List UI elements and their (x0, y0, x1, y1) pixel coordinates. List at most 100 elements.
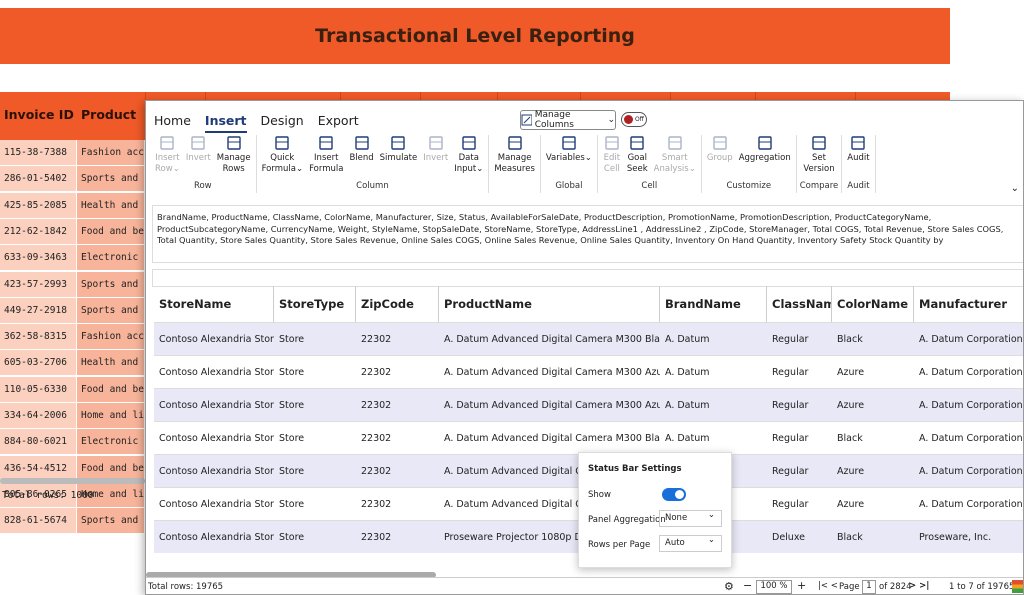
background-cell: 362-58-8315 (0, 324, 77, 350)
table-cell: Azure (837, 367, 865, 378)
ribbon-button[interactable]: Insert Formula (307, 135, 345, 175)
ribbon-button[interactable]: Blend (347, 135, 375, 175)
ribbon-button[interactable]: Audit (845, 135, 871, 164)
button-label: Aggregation (738, 153, 791, 163)
button-label: Invert (185, 153, 211, 163)
background-cell: Sports and trave (77, 271, 145, 297)
ribbon-button[interactable]: Insert Row⌄ (153, 135, 182, 175)
aggregation-label: Panel Aggregation (588, 515, 666, 525)
table-cell: Regular (772, 400, 809, 411)
scrollbar[interactable] (146, 572, 436, 578)
page-label: Page (839, 582, 860, 592)
table-cell: A. Datum Corporation (919, 499, 1023, 510)
ribbon-button[interactable]: Data Input⌄ (452, 135, 485, 175)
button-label: Seek (626, 164, 648, 174)
table-cell: Regular (772, 466, 809, 477)
rows-select[interactable]: Auto (659, 533, 722, 552)
button-label: Data (458, 153, 479, 163)
ribbon-button[interactable]: Invert (184, 135, 213, 175)
background-cell: 423-57-2993 (0, 271, 77, 297)
tab[interactable]: Export (317, 113, 359, 128)
background-cell: 334-64-2006 (0, 403, 77, 428)
settings-icon[interactable]: ⚙ (724, 580, 734, 593)
field-list: BrandName, ProductName, ClassName, Color… (152, 205, 1023, 263)
ribbon-button[interactable]: Smart Analysis⌄ (652, 135, 698, 175)
show-switch[interactable] (662, 488, 686, 501)
table-cell: A. Datum (665, 433, 710, 444)
ribbon-group: Set Version Compare (797, 135, 843, 193)
ribbon-button[interactable]: Simulate (378, 135, 420, 175)
ribbon-button[interactable]: Group (705, 135, 735, 164)
toggle[interactable]: Off (621, 112, 647, 127)
column-header[interactable]: ClassName (767, 286, 832, 322)
column-header[interactable]: ProductName (439, 286, 660, 322)
column-header[interactable]: BrandName (660, 286, 767, 322)
column-header[interactable]: StoreName (154, 286, 274, 322)
tab[interactable]: Insert (204, 113, 247, 133)
column-header[interactable]: ZipCode (356, 286, 439, 322)
ribbon-button[interactable]: Edit Cell (601, 135, 623, 175)
button-label: Group (706, 153, 733, 163)
group-label: Row (193, 181, 212, 191)
tab[interactable]: Design (260, 113, 304, 128)
table-cell: Azure (837, 400, 865, 411)
column-header[interactable]: StoreType (274, 286, 356, 322)
ribbon-button[interactable]: Set Version (801, 135, 836, 175)
table-cell: A. Datum Advanced Digital Camer (444, 466, 607, 477)
table-row: Contoso Alexandria Store Store 22302 A. Dat… (154, 421, 1023, 454)
ribbon-button[interactable]: Variables⌄ (544, 135, 594, 164)
button-label: Formula (309, 164, 344, 174)
toggle-knob (624, 115, 633, 124)
background-cell: 425-85-2085 (0, 192, 77, 218)
table-cell: Contoso Alexandria Store (159, 466, 274, 477)
manage-columns-label: Manage Columns (534, 110, 574, 130)
ribbon-button[interactable]: Invert (421, 135, 450, 175)
zoom-value[interactable]: 100 % (756, 580, 792, 594)
group-label: Audit (847, 181, 870, 191)
table-cell: Black (837, 433, 863, 444)
button-label: Simulate (379, 153, 418, 163)
background-cell: 805-86-0265 (0, 481, 77, 507)
background-cell: 436-54-4512 (0, 455, 77, 481)
ribbon-button[interactable]: Aggregation (737, 135, 793, 164)
export-icon[interactable] (1012, 580, 1023, 593)
table-cell: Store (279, 400, 305, 411)
background-cell: Fashion accesso (77, 324, 145, 350)
button-label: Formula⌄ (261, 164, 304, 174)
table-cell: 22302 (361, 334, 392, 345)
column-header[interactable]: Manufacturer (914, 286, 1023, 322)
ribbon-button[interactable]: Manage Rows (215, 135, 253, 175)
zoom-in[interactable]: + (797, 579, 807, 592)
ribbon-button[interactable]: Manage Measures (492, 135, 537, 175)
background-scrollbar[interactable] (0, 478, 145, 484)
page-input[interactable]: 1 (862, 580, 876, 594)
zoom-out[interactable]: − (743, 579, 753, 592)
background-column-header: Product (81, 107, 137, 122)
icon (521, 114, 532, 126)
ribbon-buttons: Group Aggregation (705, 135, 793, 164)
group-label: Customize (726, 181, 772, 191)
status-bar: Total rows: 19765 ⚙ − 100 % + |< < Page … (146, 577, 1023, 594)
background-cell: Electronic acce (77, 429, 145, 455)
page-prev[interactable]: |< < (818, 581, 838, 591)
tab[interactable]: Home (154, 113, 191, 128)
ribbon-collapse[interactable]: ⌄ (1010, 183, 1019, 194)
column-header[interactable]: ColorName (832, 286, 914, 322)
ribbon-button[interactable]: Quick Formula⌄ (260, 135, 306, 175)
aggregation-select[interactable]: None (659, 508, 722, 527)
button-label: Analysis⌄ (653, 164, 696, 174)
background-cell: 212-62-1842 (0, 218, 77, 244)
group-label: Global (555, 181, 583, 191)
manage-columns-button[interactable]: Manage Columns ⌄ (520, 110, 616, 130)
button-icon (562, 136, 576, 150)
page-next[interactable]: > >| (909, 581, 930, 591)
background-cell: Sports and trave (77, 297, 145, 323)
background-cell: Fashion accesso (77, 140, 145, 165)
background-cell: 633-09-3463 (0, 245, 77, 271)
ribbon-button[interactable]: Goal Seek (625, 135, 650, 175)
filter-bar[interactable] (152, 269, 1023, 287)
